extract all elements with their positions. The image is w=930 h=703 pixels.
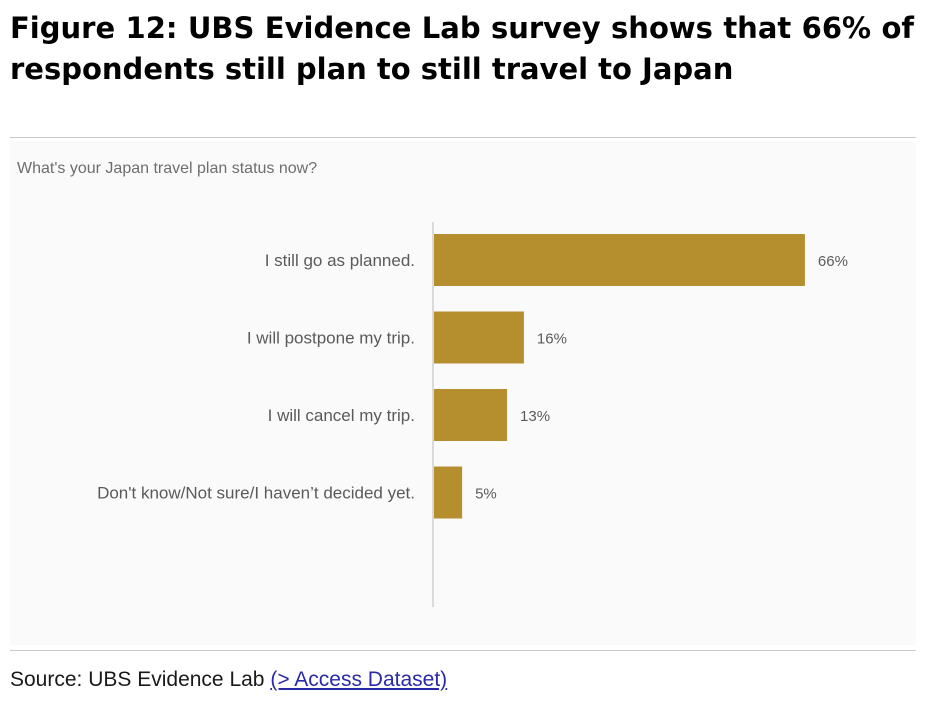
value-label: 16%	[537, 331, 567, 348]
category-label: Don't know/Not sure/I haven’t decided ye…	[97, 484, 415, 503]
value-label: 5%	[475, 486, 497, 503]
category-label: I still go as planned.	[265, 251, 415, 270]
figure-title: Figure 12: UBS Evidence Lab survey shows…	[10, 11, 914, 86]
bottom-divider	[10, 650, 916, 651]
source-note: Source: UBS Evidence Lab (> Access Datas…	[10, 668, 447, 692]
category-label: I will cancel my trip.	[268, 406, 415, 425]
bar	[434, 389, 508, 441]
bar	[434, 234, 805, 286]
category-label: I will postpone my trip.	[247, 329, 415, 348]
source-text: Source: UBS Evidence Lab	[10, 668, 265, 691]
value-label: 13%	[520, 408, 550, 425]
value-label: 66%	[818, 253, 848, 270]
access-dataset-link[interactable]: (> Access Dataset)	[270, 668, 448, 691]
top-divider	[10, 137, 916, 138]
bar	[434, 466, 463, 519]
bar	[434, 311, 524, 364]
chart-question: What's your Japan travel plan status now…	[17, 160, 318, 177]
